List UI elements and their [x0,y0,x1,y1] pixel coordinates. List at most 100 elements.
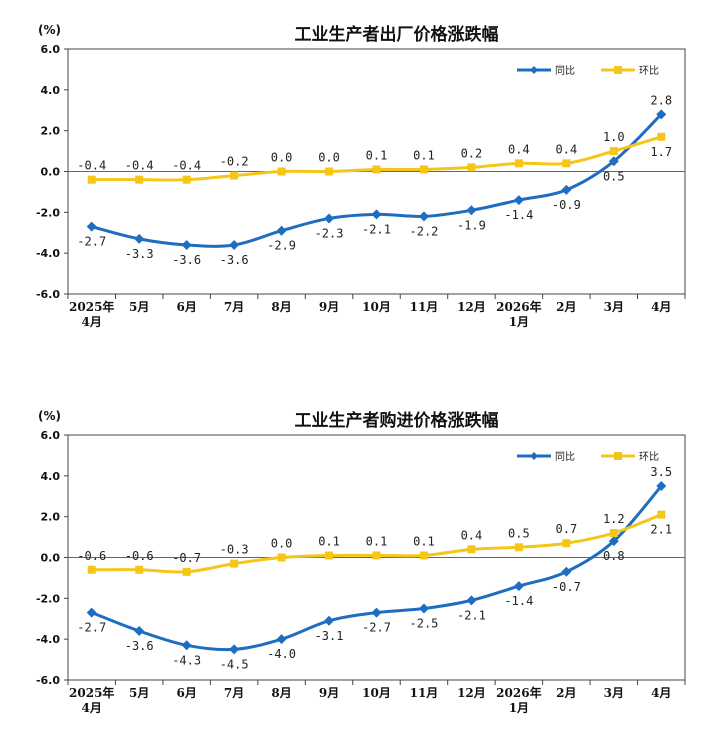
data-label-mom: 0.4 [461,528,483,542]
y-tick-label: 4.0 [41,470,61,483]
data-point-yoy [513,195,524,206]
data-label-yoy: -4.0 [267,647,296,661]
x-tick-label: 3月 [604,300,624,314]
data-point-yoy [418,211,429,222]
chart-purchase-price: 工业生产者购进价格涨跌幅 (%) 6.0 4.0 2.0 0.0 -2.0 -4.0 -6.0 2… [0,386,719,746]
x-tick-label: 2月 [556,300,576,314]
data-label-mom: 0.1 [366,534,388,548]
chart-title: 工业生产者出厂价格涨跌幅 [295,24,499,45]
legend-marker-mom [614,66,622,74]
data-point-yoy [371,209,382,220]
data-point-mom [562,539,571,548]
data-point-mom [325,167,334,176]
y-tick-label: -4.0 [36,633,60,646]
data-point-yoy [656,109,667,120]
data-label-mom: 0.2 [461,146,483,160]
x-tick-label: 4月 [651,686,671,700]
data-label-yoy: -4.5 [220,657,249,671]
data-label-yoy: -2.5 [410,617,439,631]
data-label-yoy: 3.5 [650,465,672,479]
chart-purchase-price-svg: 工业生产者购进价格涨跌幅 (%) 6.0 4.0 2.0 0.0 -2.0 -4.0 -6.0 2… [36,409,686,715]
data-point-yoy [276,634,287,645]
y-tick-label: 4.0 [41,84,61,97]
data-label-mom: -0.4 [77,159,106,173]
x-tick-label: 4月 [82,315,102,329]
x-tick-label: 4月 [82,701,102,715]
data-label-mom: 0.1 [318,534,340,548]
unit-label: (%) [38,409,61,423]
data-point-mom [657,510,666,519]
data-label-mom: 1.0 [603,130,625,144]
data-point-yoy [134,626,145,636]
data-point-yoy [229,240,240,250]
legend-label-mom: 环比 [639,451,659,463]
data-point-mom [182,567,191,576]
data-point-mom [230,171,239,180]
unit-label: (%) [38,23,61,37]
legend-marker-yoy [530,66,538,74]
data-label-mom: -0.6 [125,549,154,563]
legend-label-mom: 环比 [639,65,659,77]
x-tick-label: 10月 [362,300,391,314]
data-point-mom [372,165,381,174]
legend-label-yoy: 同比 [555,451,575,463]
data-label-yoy: 0.8 [603,549,625,563]
y-tick-label: -6.0 [36,674,60,687]
x-tick-label: 2月 [556,686,576,700]
data-point-mom [609,147,618,156]
data-point-yoy [181,640,192,651]
data-label-yoy: -3.6 [125,639,154,653]
data-point-mom [230,559,239,568]
x-tick-label: 2025年 [69,299,114,314]
x-tick-label: 11月 [410,686,439,700]
x-tick-label: 5月 [129,300,149,314]
data-label-yoy: -1.4 [504,594,533,608]
x-tick-label: 5月 [129,686,149,700]
legend-label-yoy: 同比 [555,65,575,77]
data-point-yoy [608,536,619,547]
chart-factory-price: 工业生产者出厂价格涨跌幅 (%) 6.0 4.0 2.0 0.0 -2.0 -4.0 -6.0 2… [0,0,719,360]
legend-marker-yoy [530,452,538,460]
x-tick-label: 10月 [362,686,391,700]
legend-marker-mom [614,452,622,460]
x-tick-label: 1月 [509,315,529,329]
data-point-mom [277,167,286,176]
data-point-mom [182,175,191,184]
data-label-mom: 0.1 [366,148,388,162]
data-point-yoy [418,603,429,614]
x-tick-label: 7月 [224,300,244,314]
x-tick-label: 2025年 [69,685,114,700]
data-label-mom: 0.0 [318,151,340,165]
data-point-yoy [86,221,97,232]
data-label-yoy: -1.4 [504,208,533,222]
data-label-mom: -0.7 [172,551,201,565]
data-label-mom: 2.1 [650,523,672,537]
x-tick-label: 6月 [176,300,196,314]
y-tick-label: 6.0 [41,43,61,56]
x-tick-label: 1月 [509,701,529,715]
data-point-yoy [513,581,524,592]
y-tick-label: 2.0 [41,125,61,138]
x-tick-label: 12月 [457,300,486,314]
x-tick-label: 4月 [651,300,671,314]
data-label-yoy: -2.7 [77,621,106,635]
data-point-yoy [324,615,335,626]
x-tick-label: 9月 [319,686,339,700]
data-label-yoy: -1.9 [457,218,486,232]
data-label-mom: 0.5 [508,526,530,540]
data-point-yoy [561,566,572,577]
data-point-mom [467,163,476,172]
data-label-yoy: -3.6 [220,253,249,267]
data-point-mom [277,553,286,562]
data-point-yoy [229,644,240,655]
data-point-yoy [324,213,335,224]
chart-title: 工业生产者购进价格涨跌幅 [295,410,499,431]
data-label-mom: -0.3 [220,543,249,557]
y-tick-label: -2.0 [36,206,60,219]
data-label-mom: 0.1 [413,148,435,162]
data-label-yoy: -4.3 [172,653,201,667]
data-point-mom [657,132,666,141]
data-label-mom: -0.4 [172,159,201,173]
x-tick-label: 7月 [224,686,244,700]
y-tick-label: 2.0 [41,511,61,524]
